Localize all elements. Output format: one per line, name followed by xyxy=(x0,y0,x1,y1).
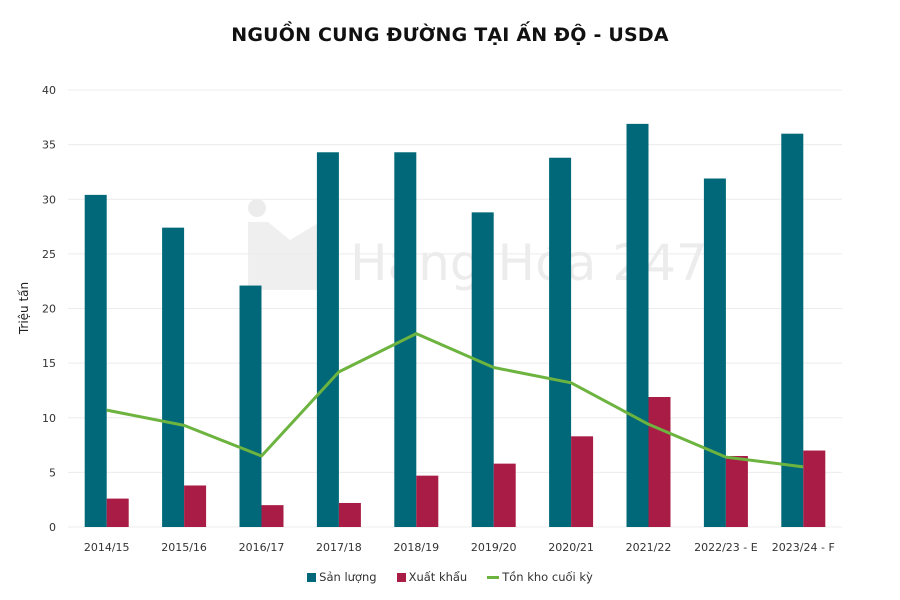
bar-xuat-khau xyxy=(184,485,207,527)
bar-san-luong xyxy=(162,227,185,527)
bar-xuat-khau xyxy=(416,475,439,527)
legend-swatch xyxy=(487,575,500,579)
bar-san-luong xyxy=(549,157,572,528)
bar-san-luong xyxy=(239,285,262,527)
y-tick-label: 40 xyxy=(42,84,56,97)
x-tick-label: 2016/17 xyxy=(239,541,285,554)
bar-san-luong xyxy=(626,123,649,528)
legend-swatch xyxy=(307,572,317,582)
chart-title: NGUỒN CUNG ĐƯỜNG TẠI ẤN ĐỘ - USDA xyxy=(231,24,669,46)
line-ton-kho xyxy=(106,332,804,469)
legend-item: Xuất khẩu xyxy=(396,570,468,584)
bar-xuat-khau xyxy=(571,436,594,527)
x-tick-label: 2022/23 - E xyxy=(694,541,758,554)
bar-san-luong xyxy=(316,152,339,527)
x-tick-label: 2020/21 xyxy=(548,541,594,554)
x-tick-label: 2017/18 xyxy=(316,541,362,554)
y-tick-label: 0 xyxy=(49,521,56,534)
bar-xuat-khau xyxy=(725,455,748,527)
legend-label: Tồn kho cuối kỳ xyxy=(502,570,593,584)
x-tick-label: 2015/16 xyxy=(161,541,207,554)
bar-san-luong xyxy=(781,133,804,527)
y-tick-label: 5 xyxy=(49,466,56,479)
bar-san-luong xyxy=(703,178,726,527)
x-tick-label: 2018/19 xyxy=(393,541,439,554)
bar-san-luong xyxy=(84,194,107,527)
legend-swatch xyxy=(396,572,406,582)
bar-san-luong xyxy=(471,212,494,528)
y-tick-label: 35 xyxy=(42,139,56,152)
legend: Sản lượng Xuất khẩu Tồn kho cuối kỳ xyxy=(0,570,900,584)
x-tick-label: 2021/22 xyxy=(626,541,672,554)
bar-xuat-khau xyxy=(493,463,516,527)
legend-label: Sản lượng xyxy=(319,570,377,584)
legend-item: Tồn kho cuối kỳ xyxy=(487,570,593,584)
y-tick-label: 15 xyxy=(42,357,56,370)
y-tick-label: 10 xyxy=(42,412,56,425)
legend-label: Xuất khẩu xyxy=(408,570,468,584)
bar-xuat-khau xyxy=(106,498,129,527)
x-tick-label: 2019/20 xyxy=(471,541,517,554)
y-tick-label: 25 xyxy=(42,248,56,261)
bar-xuat-khau xyxy=(261,505,284,527)
bar-xuat-khau xyxy=(648,396,671,527)
x-tick-label: 2014/15 xyxy=(84,541,130,554)
x-tick-label: 2023/24 - F xyxy=(772,541,835,554)
bar-xuat-khau xyxy=(803,450,826,527)
bar-xuat-khau xyxy=(338,502,361,527)
y-tick-label: 30 xyxy=(42,193,56,206)
y-axis-label: Triệu tấn xyxy=(17,282,31,335)
y-tick-label: 20 xyxy=(42,303,56,316)
legend-item: Sản lượng xyxy=(307,570,377,584)
